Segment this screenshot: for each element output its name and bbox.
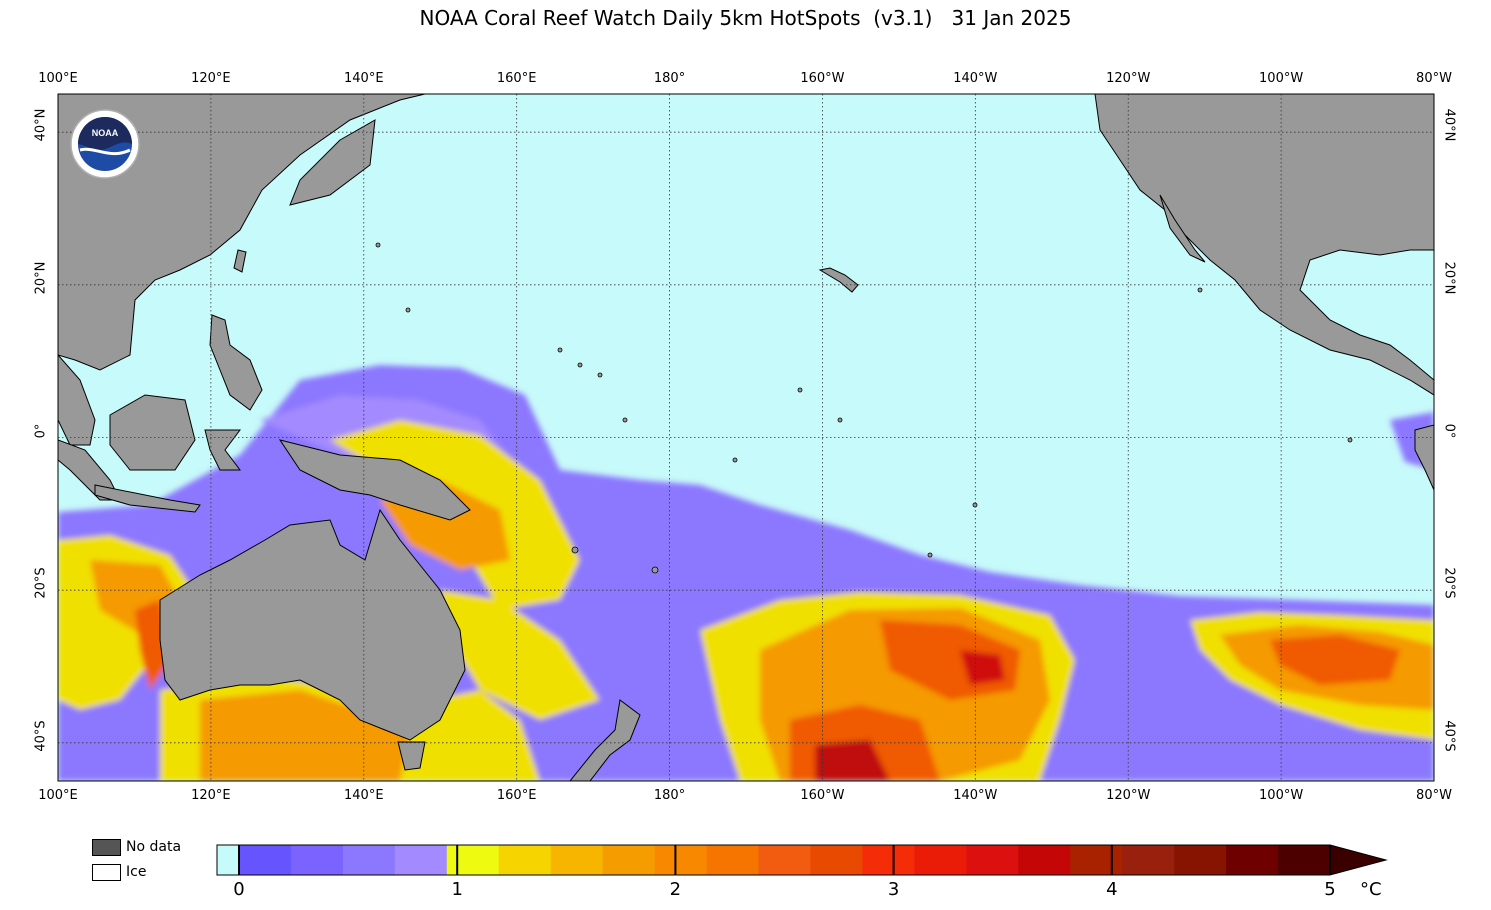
lon-label: 180° bbox=[653, 788, 686, 803]
no-data-label: No data bbox=[126, 839, 182, 855]
lat-label: 0° bbox=[1441, 423, 1457, 438]
land-new-guinea bbox=[278, 439, 471, 521]
lon-label: 140°E bbox=[344, 71, 384, 86]
ice-label: Ice bbox=[126, 864, 147, 880]
land-taiwan bbox=[233, 249, 247, 273]
map-frame bbox=[57, 93, 1435, 782]
colorbar-unit: °C bbox=[1360, 879, 1382, 900]
lon-label: 140°W bbox=[953, 788, 998, 803]
land-philippines bbox=[209, 314, 263, 411]
island bbox=[622, 417, 628, 423]
no-data-swatch bbox=[92, 839, 121, 856]
lat-label: 20°N bbox=[33, 261, 49, 295]
land-tasmania bbox=[397, 741, 426, 771]
island bbox=[927, 552, 933, 558]
lon-label: 140°E bbox=[344, 788, 384, 803]
map-title: NOAA Coral Reef Watch Daily 5km HotSpots… bbox=[419, 6, 1072, 30]
land-south-america bbox=[1414, 424, 1434, 491]
lat-label: 40°S bbox=[1441, 720, 1457, 752]
island bbox=[732, 457, 738, 463]
lon-label: 100°E bbox=[38, 788, 78, 803]
ice-swatch bbox=[92, 864, 121, 881]
lon-label: 80°W bbox=[1416, 788, 1452, 803]
island bbox=[972, 502, 978, 508]
colorbar-tick-label: 2 bbox=[669, 879, 682, 900]
island bbox=[405, 307, 411, 313]
land-baja bbox=[1159, 194, 1206, 263]
colorbar-tick-label: 1 bbox=[451, 879, 463, 900]
pacific-islands bbox=[375, 242, 1353, 574]
graticule bbox=[58, 94, 1434, 781]
land-new-zealand bbox=[569, 699, 641, 781]
lon-label: 160°E bbox=[496, 71, 537, 86]
lat-label: 0° bbox=[33, 423, 49, 438]
noaa-logo-icon: NOAA bbox=[70, 109, 140, 179]
lon-label: 80°W bbox=[1416, 71, 1452, 86]
lon-label: 140°W bbox=[953, 71, 998, 86]
island bbox=[797, 387, 803, 393]
lat-label: 20°S bbox=[33, 567, 49, 599]
land-asia bbox=[58, 94, 426, 371]
land bbox=[58, 94, 1434, 781]
island bbox=[597, 372, 603, 378]
island bbox=[577, 362, 583, 368]
land-australia bbox=[159, 508, 466, 741]
island bbox=[375, 242, 381, 248]
island bbox=[837, 417, 843, 423]
land-java bbox=[94, 484, 201, 513]
lat-label: 20°N bbox=[1441, 261, 1457, 295]
land-borneo bbox=[109, 394, 196, 471]
lon-label: 120°E bbox=[191, 788, 231, 803]
lon-label: 100°E bbox=[38, 71, 78, 86]
lat-label: 20°S bbox=[1441, 567, 1457, 599]
colorbar-tick-label: 0 bbox=[233, 879, 245, 900]
lon-label: 100°W bbox=[1259, 71, 1304, 86]
logo-text: NOAA bbox=[92, 128, 119, 138]
hotspot-region-red-south bbox=[815, 740, 890, 781]
colorbar-tick-label: 5 bbox=[1324, 879, 1336, 900]
island bbox=[557, 347, 563, 353]
lat-label: 40°S bbox=[33, 720, 49, 752]
lon-label: 160°W bbox=[800, 71, 845, 86]
island bbox=[1197, 287, 1203, 293]
colorbar-tick-label: 4 bbox=[1106, 879, 1118, 900]
island bbox=[1347, 437, 1353, 443]
hotspot-region-red-central bbox=[960, 650, 1005, 685]
land-indochina bbox=[58, 354, 96, 446]
lon-label: 160°E bbox=[496, 788, 537, 803]
island bbox=[651, 566, 659, 574]
island bbox=[571, 546, 579, 554]
land-japan bbox=[289, 119, 376, 206]
colorbar-tick-label: 3 bbox=[887, 879, 900, 900]
lat-label: 40°N bbox=[1441, 108, 1457, 142]
lon-label: 100°W bbox=[1259, 788, 1304, 803]
lon-label: 180° bbox=[653, 71, 686, 86]
lon-label: 120°E bbox=[191, 71, 231, 86]
lon-label: 120°W bbox=[1106, 788, 1151, 803]
hotspot-region-redorange-east bbox=[1270, 635, 1400, 685]
land-sulawesi bbox=[204, 429, 241, 471]
lon-label: 160°W bbox=[800, 788, 845, 803]
lon-label: 120°W bbox=[1106, 71, 1151, 86]
hotspot-region-yellow-tasman bbox=[440, 590, 600, 720]
land-sumatra bbox=[58, 439, 121, 501]
lat-label: 40°N bbox=[33, 108, 49, 142]
